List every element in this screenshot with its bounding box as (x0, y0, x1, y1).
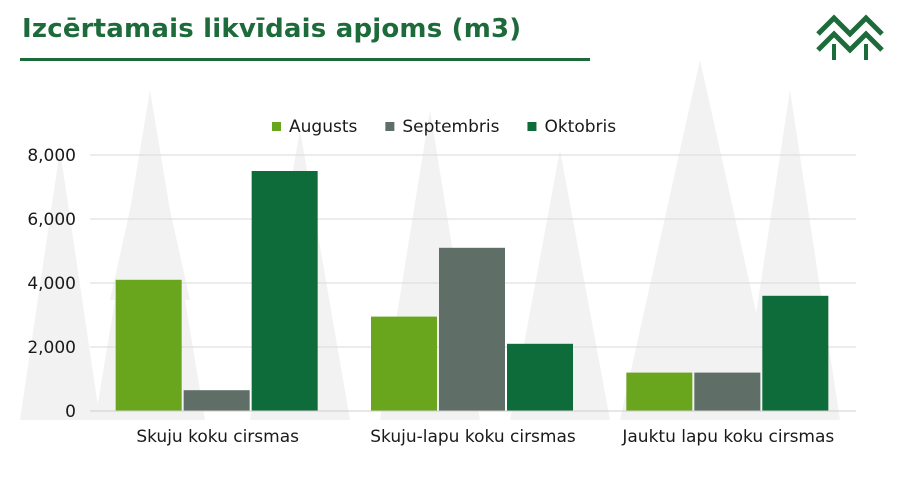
bar-oktobris-2 (507, 343, 573, 411)
legend-swatch-oktobris (527, 122, 537, 131)
legend-swatch-augusts (272, 122, 281, 131)
y-tick-label: 0 (65, 402, 76, 422)
title-underline (20, 58, 590, 61)
bar-augusts-3 (626, 372, 693, 411)
y-tick-label: 2,000 (27, 338, 76, 358)
y-tick-label: 6,000 (27, 210, 76, 230)
bar-septembris-3 (694, 372, 761, 411)
bar-oktobris-1 (251, 171, 318, 411)
y-axis-ticks: 0 2,000 4,000 6,000 8,000 (27, 146, 76, 422)
bar-oktobris-3 (762, 295, 829, 411)
bars (115, 171, 829, 411)
y-tick-label: 4,000 (27, 274, 76, 294)
legend-swatch-septembris (385, 122, 395, 131)
bar-septembris-1 (183, 390, 250, 411)
legend: Augusts Septembris Oktobris (272, 117, 616, 137)
x-category-label: Skuju koku cirsmas (136, 427, 299, 447)
bar-septembris-2 (439, 247, 505, 411)
legend-label-augusts: Augusts (289, 117, 357, 137)
chart-title: Izcērtamais likvīdais apjoms (m3) (22, 14, 522, 44)
x-axis-categories: Skuju koku cirsmas Skuju-lapu koku cirsma… (136, 427, 834, 447)
bar-augusts-1 (115, 279, 182, 411)
bar-augusts-2 (371, 316, 437, 411)
legend-label-septembris: Septembris (402, 117, 499, 137)
forest-trees-logo-icon (816, 14, 884, 60)
x-category-label: Skuju-lapu koku cirsmas (370, 427, 576, 447)
y-tick-label: 8,000 (27, 146, 76, 166)
x-category-label: Jauktu lapu koku cirsmas (621, 427, 834, 447)
legend-label-oktobris: Oktobris (544, 117, 616, 137)
